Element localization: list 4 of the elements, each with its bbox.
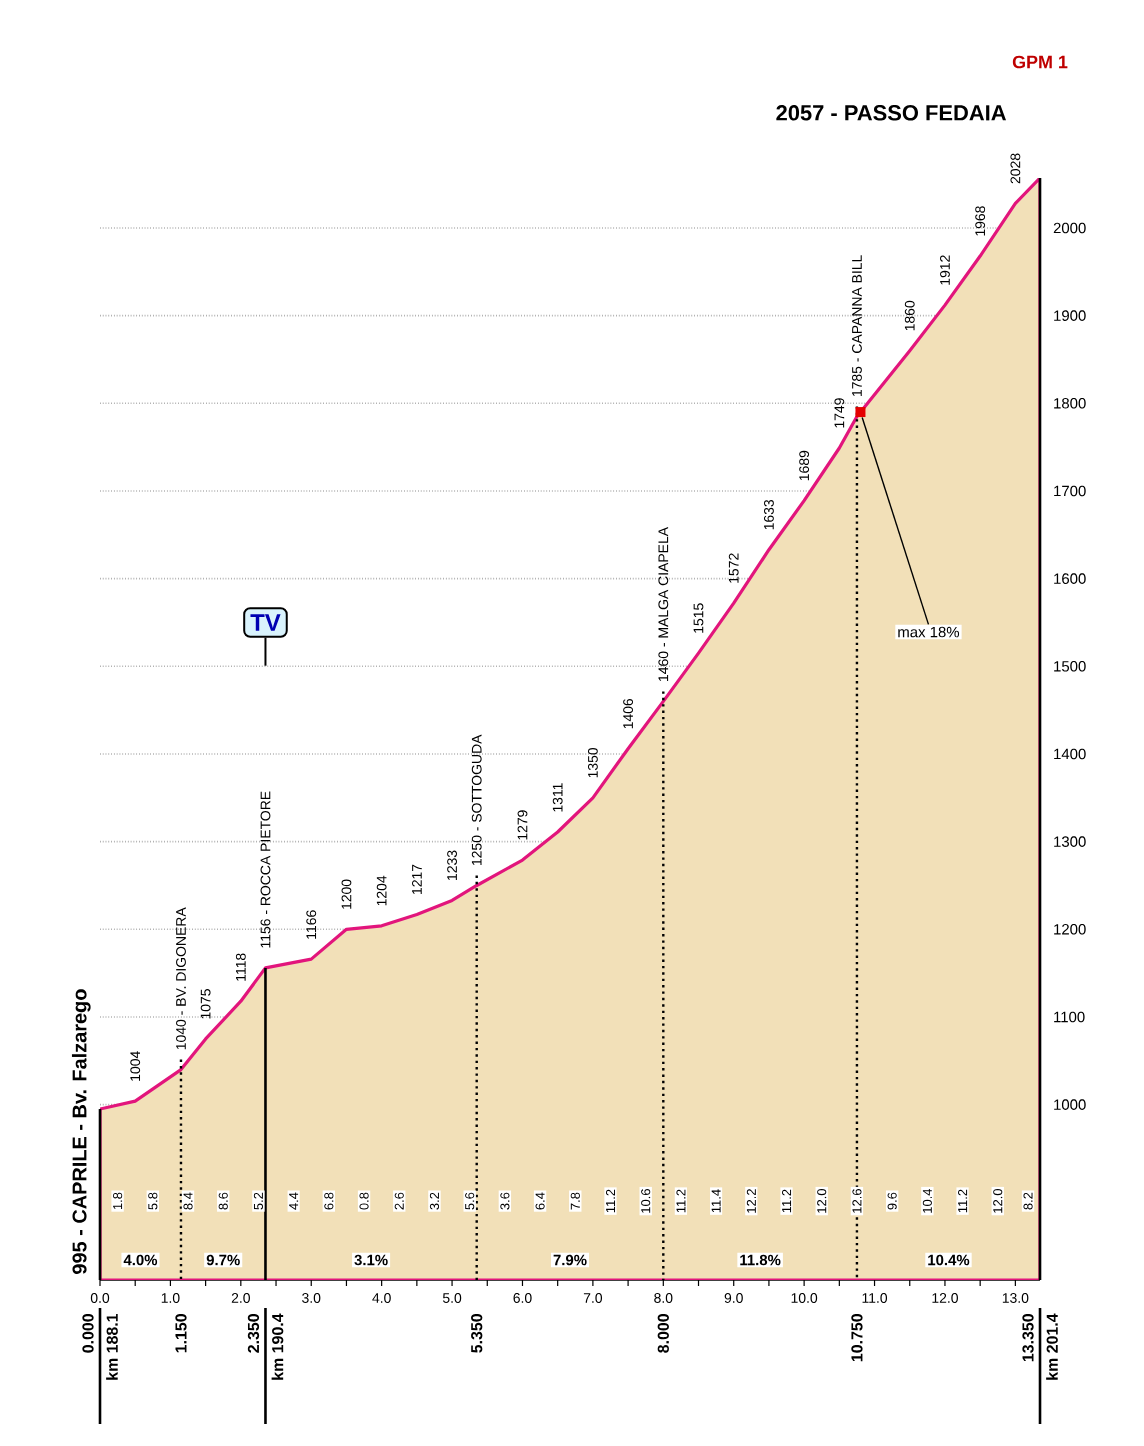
annotation: TV — [250, 614, 281, 631]
data-label: 2057 - PASSO FEDAIA — [776, 105, 1007, 121]
text: GPM 1 — [1012, 55, 1068, 69]
data-label: 995 - CAPRILE - Bv. Falzarego — [71, 989, 91, 1274]
